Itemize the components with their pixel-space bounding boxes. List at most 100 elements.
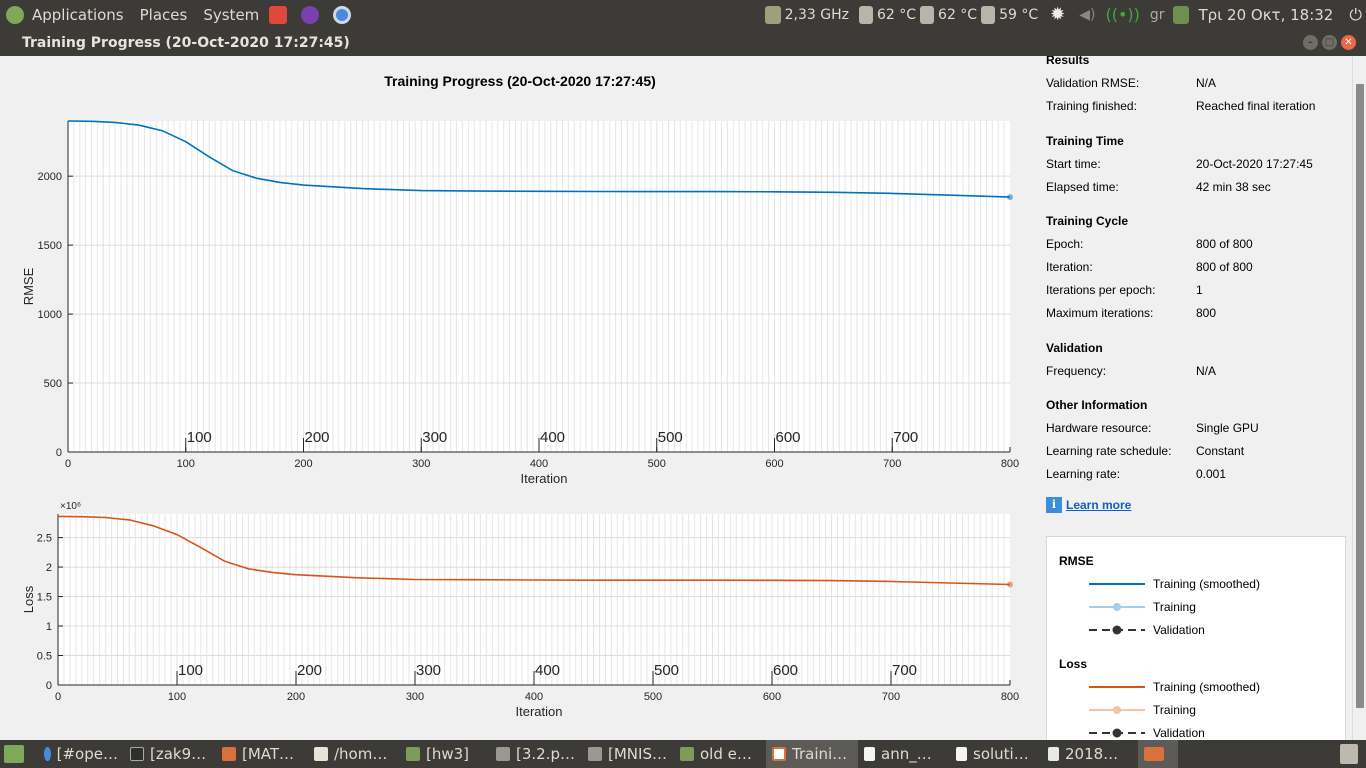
media-player-icon[interactable]	[301, 5, 320, 24]
taskbar-item[interactable]: ann_…	[858, 740, 950, 768]
legend-box: RMSE Training (smoothed) Training Valida…	[1046, 536, 1346, 740]
other-info-heading: Other Information	[1046, 398, 1148, 412]
epoch-label: 700	[893, 429, 918, 446]
epoch-label: 400	[540, 429, 565, 446]
learn-more[interactable]: i Learn more	[1046, 497, 1131, 513]
taskbar-item[interactable]: [zak9…	[124, 740, 216, 768]
iteration-label: Iteration:	[1046, 260, 1093, 274]
taskbar-item-label: Traini…	[792, 745, 848, 763]
info-icon: i	[1046, 497, 1062, 513]
frequency-value: N/A	[1196, 364, 1217, 378]
app-launcher-icon[interactable]	[269, 5, 288, 24]
legend-rmse-validation: Validation	[1087, 622, 1205, 638]
close-button[interactable]: ✕	[1341, 35, 1356, 50]
text-editor-icon	[314, 747, 328, 761]
matlab-icon	[222, 747, 236, 761]
lr-schedule-value: Constant	[1196, 444, 1245, 458]
taskbar-item[interactable]: [#ope…	[38, 740, 124, 768]
series-endpoint	[1007, 194, 1013, 201]
chrome-icon[interactable]	[333, 5, 352, 24]
temperature-1: 62 °C	[876, 6, 917, 23]
learn-more-link[interactable]: Learn more	[1066, 498, 1132, 512]
validation-heading: Validation	[1046, 341, 1103, 355]
document-icon	[1048, 747, 1059, 761]
taskbar-item-label: /hom…	[334, 745, 388, 763]
taskbar-item[interactable]: /hom…	[308, 740, 400, 768]
x-tick-label: 700	[882, 691, 900, 703]
maximize-button[interactable]: □	[1322, 35, 1337, 50]
legend-rmse-smoothed: Training (smoothed)	[1087, 576, 1260, 592]
places-menu[interactable]: Places	[139, 5, 188, 24]
training-cycle-heading: Training Cycle	[1046, 214, 1129, 228]
panel-scrollbar[interactable]	[1352, 56, 1366, 740]
taskbar-item-label: ann_…	[881, 745, 932, 763]
y-axis-label: RMSE	[21, 267, 36, 305]
minimize-button[interactable]: –	[1303, 35, 1318, 50]
x-tick-label: 700	[883, 458, 901, 470]
max-iterations-value: 800	[1196, 306, 1217, 320]
clock[interactable]: Τρι 20 Οκτ, 18:32	[1198, 5, 1334, 24]
taskbar-item[interactable]: 2018…	[1042, 740, 1134, 768]
x-axis-label: Iteration	[521, 471, 568, 486]
display-icon[interactable]	[1172, 5, 1189, 24]
taskbar-item[interactable]: old e…	[674, 740, 766, 768]
epoch-label: 700	[892, 662, 917, 679]
show-desktop-button[interactable]	[0, 740, 28, 768]
taskbar-item[interactable]: [3.2.p…	[490, 740, 582, 768]
taskbar-item[interactable]: soluti…	[950, 740, 1042, 768]
temperature-3: 59 °C	[999, 6, 1039, 23]
x-tick-label: 300	[406, 691, 424, 703]
cpu-icon	[764, 5, 781, 24]
y-multiplier-label: ×10⁶	[60, 501, 81, 512]
y-tick-label: 0.5	[37, 651, 52, 663]
window-titlebar[interactable]: Training Progress (20-Oct-2020 17:27:45)…	[0, 29, 1366, 56]
taskbar-item-active[interactable]: Traini…	[766, 740, 858, 768]
taskbar: [#ope… [zak9… [MAT… /hom… [hw3] [3.2.p… …	[0, 740, 1366, 768]
epoch-label: 600	[773, 662, 798, 679]
y-tick-label: 500	[44, 378, 62, 390]
lr-schedule-label: Learning rate schedule:	[1046, 444, 1172, 458]
x-axis-label: Iteration	[516, 704, 563, 719]
x-tick-label: 800	[1001, 691, 1019, 703]
plot-title: Training Progress (20-Oct-2020 17:27:45)	[384, 73, 656, 89]
legend-rmse-heading: RMSE	[1059, 554, 1094, 568]
start-time-value: 20-Oct-2020 17:27:45	[1196, 157, 1313, 171]
hardware-resource-label: Hardware resource:	[1046, 421, 1152, 435]
y-tick-label: 0	[46, 680, 52, 692]
epoch-label: 200	[297, 662, 322, 679]
chrome-icon	[44, 747, 51, 761]
x-tick-label: 600	[763, 691, 781, 703]
epoch-label: Epoch:	[1046, 237, 1084, 251]
legend-loss-heading: Loss	[1059, 657, 1088, 671]
x-tick-label: 200	[294, 458, 312, 470]
taskbar-item[interactable]: [MNIS…	[582, 740, 674, 768]
matlab-icon	[772, 747, 786, 761]
training-finished-value: Reached final iteration	[1196, 99, 1316, 113]
frequency-label: Frequency:	[1046, 364, 1107, 378]
power-icon[interactable]: ⏻	[1349, 4, 1362, 24]
ubuntu-logo-icon[interactable]	[6, 5, 24, 24]
folder-icon	[680, 747, 694, 761]
info-panel: Results Validation RMSE: N/A Training fi…	[1036, 56, 1354, 740]
volume-icon[interactable]: ◀)	[1079, 6, 1096, 23]
taskbar-item[interactable]: [MAT…	[216, 740, 308, 768]
system-menu[interactable]: System	[203, 5, 260, 24]
brightness-icon[interactable]: ✹	[1050, 4, 1066, 25]
epoch-label: 500	[654, 662, 679, 679]
legend-line-swatch	[1089, 706, 1145, 714]
epoch-label: 300	[416, 662, 441, 679]
network-icon[interactable]: ((•))	[1105, 5, 1140, 24]
workspace-switcher[interactable]	[1138, 740, 1178, 768]
keyboard-layout[interactable]: gr	[1149, 6, 1165, 23]
trash-button[interactable]	[1334, 740, 1364, 768]
elapsed-time-value: 42 min 38 sec	[1196, 180, 1271, 194]
taskbar-item[interactable]: [hw3]	[400, 740, 490, 768]
max-iterations-label: Maximum iterations:	[1046, 306, 1154, 320]
x-tick-label: 100	[177, 458, 195, 470]
scrollbar-thumb[interactable]	[1356, 84, 1364, 708]
applications-menu[interactable]: Applications	[32, 5, 124, 24]
x-tick-label: 300	[412, 458, 430, 470]
terminal-icon	[130, 747, 144, 761]
results-heading: Results	[1046, 56, 1090, 67]
x-tick-label: 0	[55, 691, 61, 703]
